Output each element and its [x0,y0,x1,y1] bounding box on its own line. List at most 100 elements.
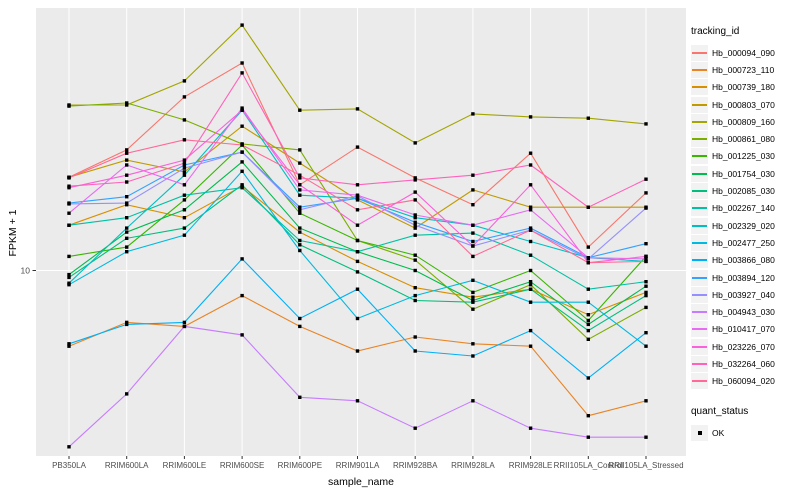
data-point [471,223,475,227]
legend-item: Hb_002267_140 [691,200,799,217]
data-point [298,183,302,187]
legend-item: Hb_000739_180 [691,79,799,96]
data-point [528,283,533,287]
data-point [586,414,590,418]
legend-item: Hb_003894_120 [691,269,799,286]
data-point [355,193,360,197]
data-point [125,320,129,325]
data-point [298,176,302,180]
quant-status-label: OK [712,427,725,438]
x-tick-label: RRIM901LA [336,461,380,470]
legend-title: tracking_id [691,26,740,37]
data-point [298,211,302,215]
data-point [182,161,187,165]
data-point [528,328,533,333]
data-point [471,278,475,282]
data-point [125,163,129,167]
data-point [182,226,187,230]
data-point [67,342,71,346]
data-point [355,316,360,321]
data-point [125,151,129,155]
legend-item-label: Hb_003866_080 [712,255,775,266]
data-point [67,104,71,108]
data-point [586,256,590,260]
data-point [355,107,360,111]
line-key-icon [691,355,708,372]
data-point [125,103,129,107]
x-tick-label: RRIM600SE [220,461,264,470]
data-point [471,231,475,235]
data-point [298,230,302,234]
data-point [644,293,648,298]
data-point [240,169,244,173]
data-point [355,238,360,243]
data-point [298,243,302,247]
data-point [182,183,187,187]
data-point [586,261,590,265]
data-point [644,305,648,310]
legend-item: Hb_002329_020 [691,217,799,234]
data-point [355,270,360,274]
legend-item-label: Hb_001225_030 [712,151,775,162]
data-point [125,216,129,220]
data-point [67,176,71,180]
data-point [240,293,244,298]
data-point [528,183,533,187]
data-point [644,259,648,264]
legend-item-label: Hb_023226_070 [712,341,775,352]
data-point [471,290,475,295]
axis-ticks [32,270,647,459]
line-key-icon [691,252,708,269]
legend-item: Hb_001225_030 [691,148,799,165]
data-point [413,426,417,430]
data-point [471,173,475,177]
data-point [528,344,533,348]
line-key-icon [691,148,708,165]
data-point [240,150,244,154]
data-point [240,124,244,128]
data-point [471,112,475,116]
legend-item-label: Hb_010417_070 [712,324,775,335]
data-point [298,238,302,243]
data-point [644,242,648,246]
data-point [298,324,302,329]
data-point [528,253,533,257]
data-point [125,173,129,177]
y-axis-labels: 10 [21,266,31,276]
data-point [586,318,590,323]
data-point [528,205,533,209]
data-point [413,213,417,217]
data-point [67,184,71,188]
data-point [67,344,71,348]
data-point [182,233,187,237]
data-point [182,320,187,325]
data-point [355,259,360,264]
line-key-icon [691,96,708,113]
data-point [413,190,417,194]
line-key-icon [691,269,708,286]
legend-item-label: Hb_002085_030 [712,186,775,197]
data-point [125,148,129,152]
legend-item: Hb_002085_030 [691,182,799,200]
data-point [182,138,187,142]
legend-item: Hb_023226_070 [691,338,799,355]
data-point [125,101,129,105]
data-point [182,166,187,170]
data-point [182,216,187,220]
data-point [67,272,71,277]
data-point [413,198,417,202]
data-point [182,95,187,99]
data-point [298,395,302,399]
data-point [586,116,590,120]
x-tick-label: RRII105LA_Control [554,461,624,470]
legend-item: Hb_000723_110 [691,61,799,78]
data-point [471,300,475,304]
data-point [471,295,475,299]
data-point [355,250,360,254]
data-point [471,188,475,192]
data-point [240,186,244,190]
data-point [240,257,244,261]
data-point [644,344,648,348]
data-point [413,268,417,273]
